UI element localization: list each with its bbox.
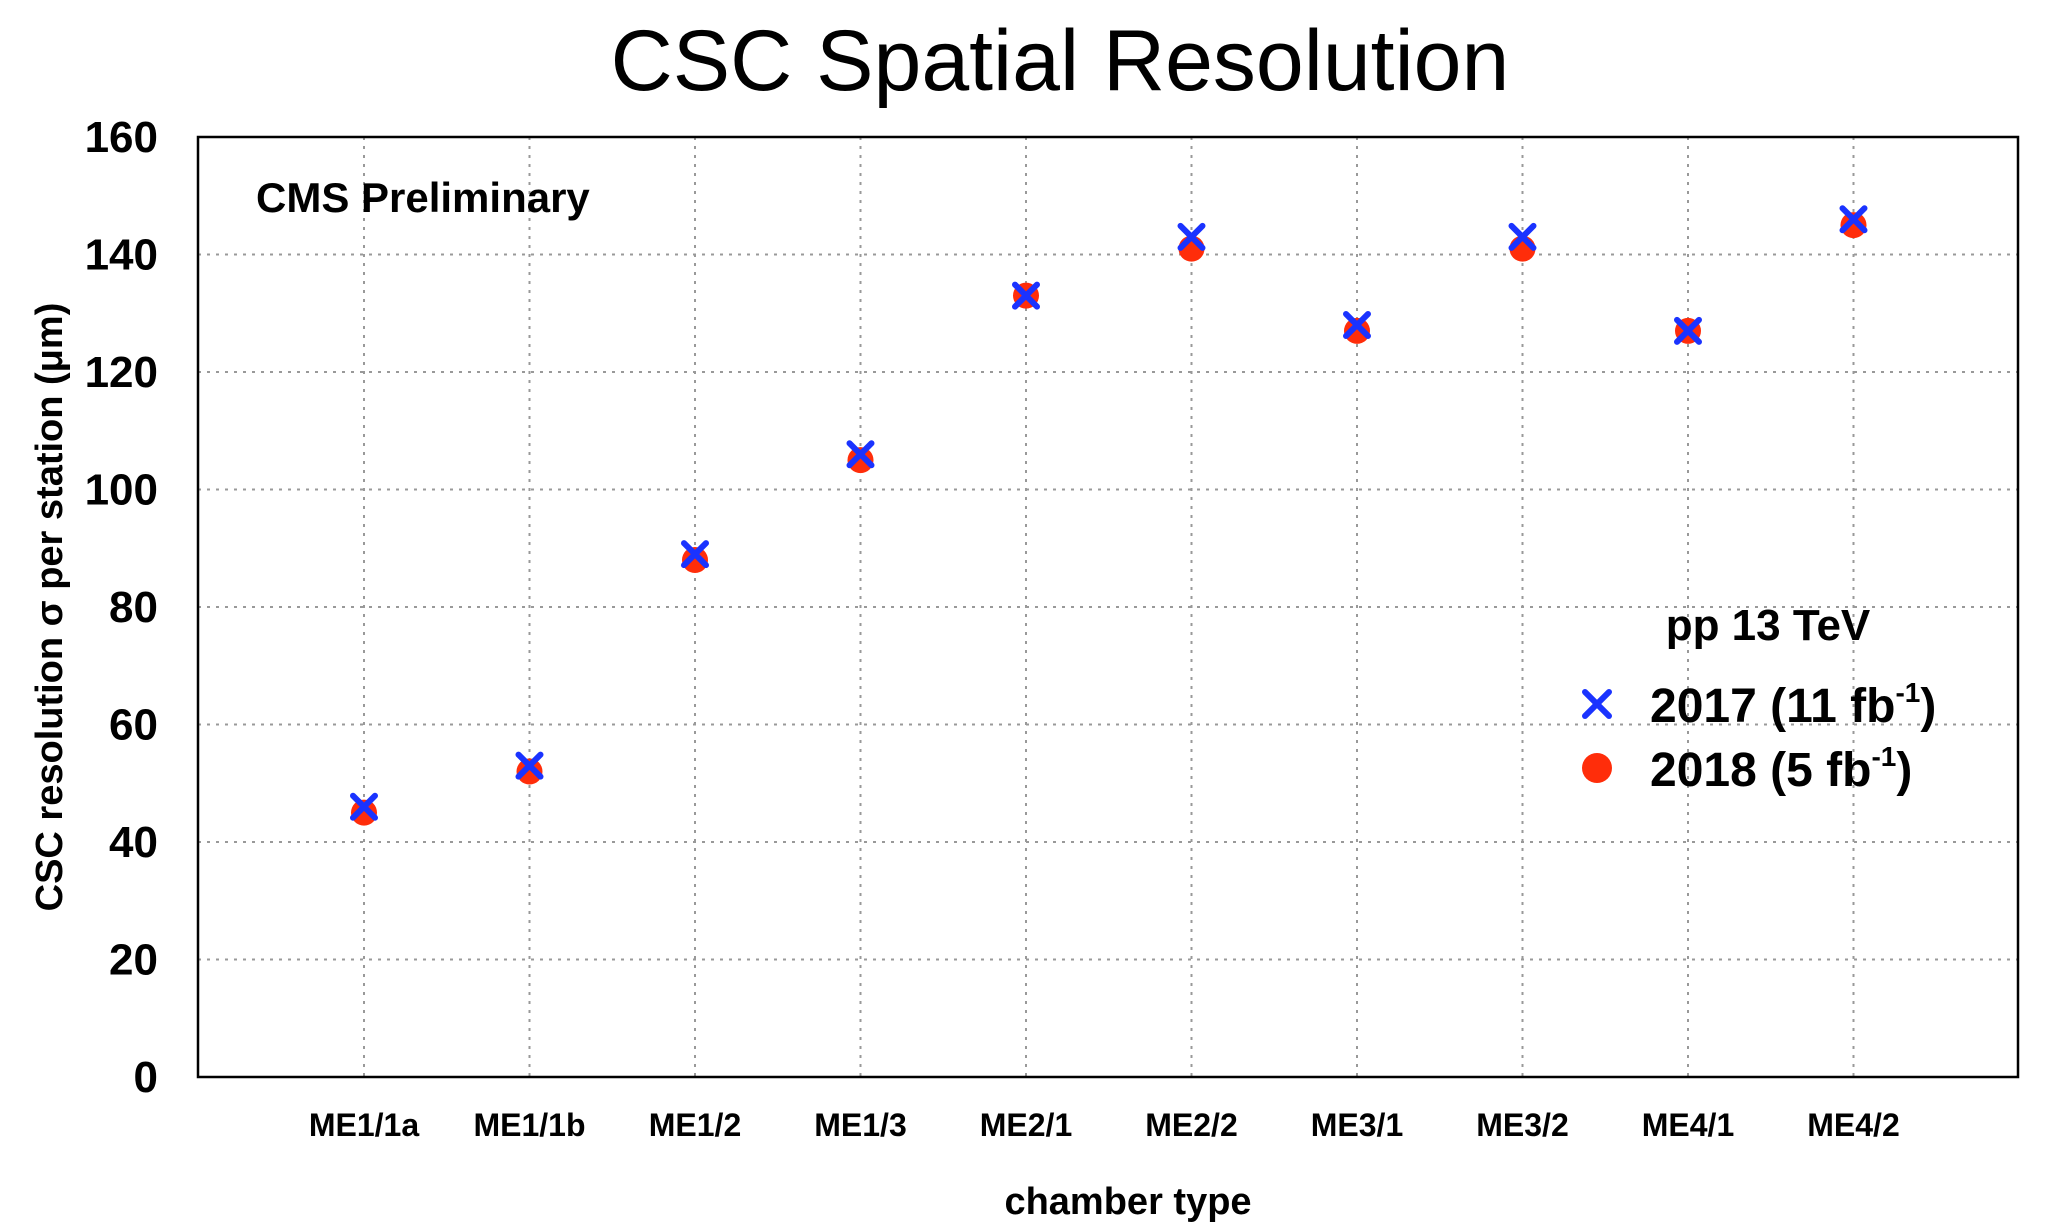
y-tick-label: 100 xyxy=(85,466,158,515)
data-point-2017 xyxy=(681,540,709,569)
legend-marker xyxy=(1582,689,1612,719)
x-tick-label: ME3/2 xyxy=(1476,1107,1568,1143)
chart-title: CSC Spatial Resolution xyxy=(611,13,1510,109)
data-point-2018 xyxy=(1344,317,1370,344)
data-point-2017 xyxy=(1839,205,1868,234)
data-point-2017 xyxy=(846,440,875,469)
y-tick-label: 0 xyxy=(134,1053,158,1102)
legend-title: pp 13 TeV xyxy=(1666,601,1871,650)
grid xyxy=(198,137,2018,1077)
data-point-2018 xyxy=(682,547,708,573)
data-point-2018 xyxy=(516,758,543,785)
y-tick-label: 160 xyxy=(85,113,158,162)
x-tick-label: ME2/1 xyxy=(980,1107,1072,1143)
data-point-2018 xyxy=(351,799,377,826)
plot-frame xyxy=(196,135,2020,1079)
y-tick-label: 120 xyxy=(85,348,158,397)
x-tick-label: ME4/1 xyxy=(1642,1107,1734,1143)
y-axis-ticks: 0 20 40 60 80 100 120 140 160 xyxy=(85,113,158,1102)
x-tick-label: ME1/3 xyxy=(814,1107,906,1143)
legend-marker xyxy=(1582,753,1612,783)
data-point-2018 xyxy=(847,447,874,474)
y-tick-label: 80 xyxy=(109,583,158,632)
x-tick-label: ME2/2 xyxy=(1145,1107,1237,1143)
x-tick-label: ME1/2 xyxy=(649,1107,741,1143)
data-point-2017 xyxy=(1508,222,1537,251)
data-point-2017 xyxy=(1012,281,1040,310)
cms-preliminary-label: CMS Preliminary xyxy=(256,174,590,221)
legend-items: 2017 (11 fb-1) 2018 (5 fb-1) xyxy=(1582,677,1936,797)
data-point-2018 xyxy=(1840,212,1867,239)
y-tick-label: 20 xyxy=(109,936,158,985)
data-point-2017 xyxy=(1177,222,1206,251)
x-axis-ticks: ME1/1a ME1/1b ME1/2 ME1/3 ME2/1 ME2/2 ME3/1 ME3… xyxy=(309,1107,1900,1143)
legend-label: 2017 (11 fb-1) xyxy=(1650,677,1936,733)
x-tick-label: ME1/1a xyxy=(309,1107,419,1143)
x-tick-label: ME3/1 xyxy=(1311,1107,1403,1143)
legend: pp 13 TeV 2017 (11 fb-1) 2018 (5 fb-1) xyxy=(1582,601,1936,797)
x-tick-label: ME1/1b xyxy=(473,1107,585,1143)
y-axis-label: CSC resolution σ per station (μm) xyxy=(29,303,71,912)
data-points xyxy=(350,205,1868,826)
y-tick-label: 40 xyxy=(109,818,158,867)
data-point-2017 xyxy=(1343,311,1371,339)
data-point-2017 xyxy=(350,792,378,821)
y-tick-label: 60 xyxy=(109,701,158,750)
data-point-2017 xyxy=(1674,316,1702,345)
x-tick-label: ME4/2 xyxy=(1807,1107,1899,1143)
y-tick-label: 140 xyxy=(85,231,158,280)
x-axis-label: chamber type xyxy=(1004,1181,1251,1223)
data-point-2017 xyxy=(515,751,544,780)
legend-label: 2018 (5 fb-1) xyxy=(1650,741,1912,797)
